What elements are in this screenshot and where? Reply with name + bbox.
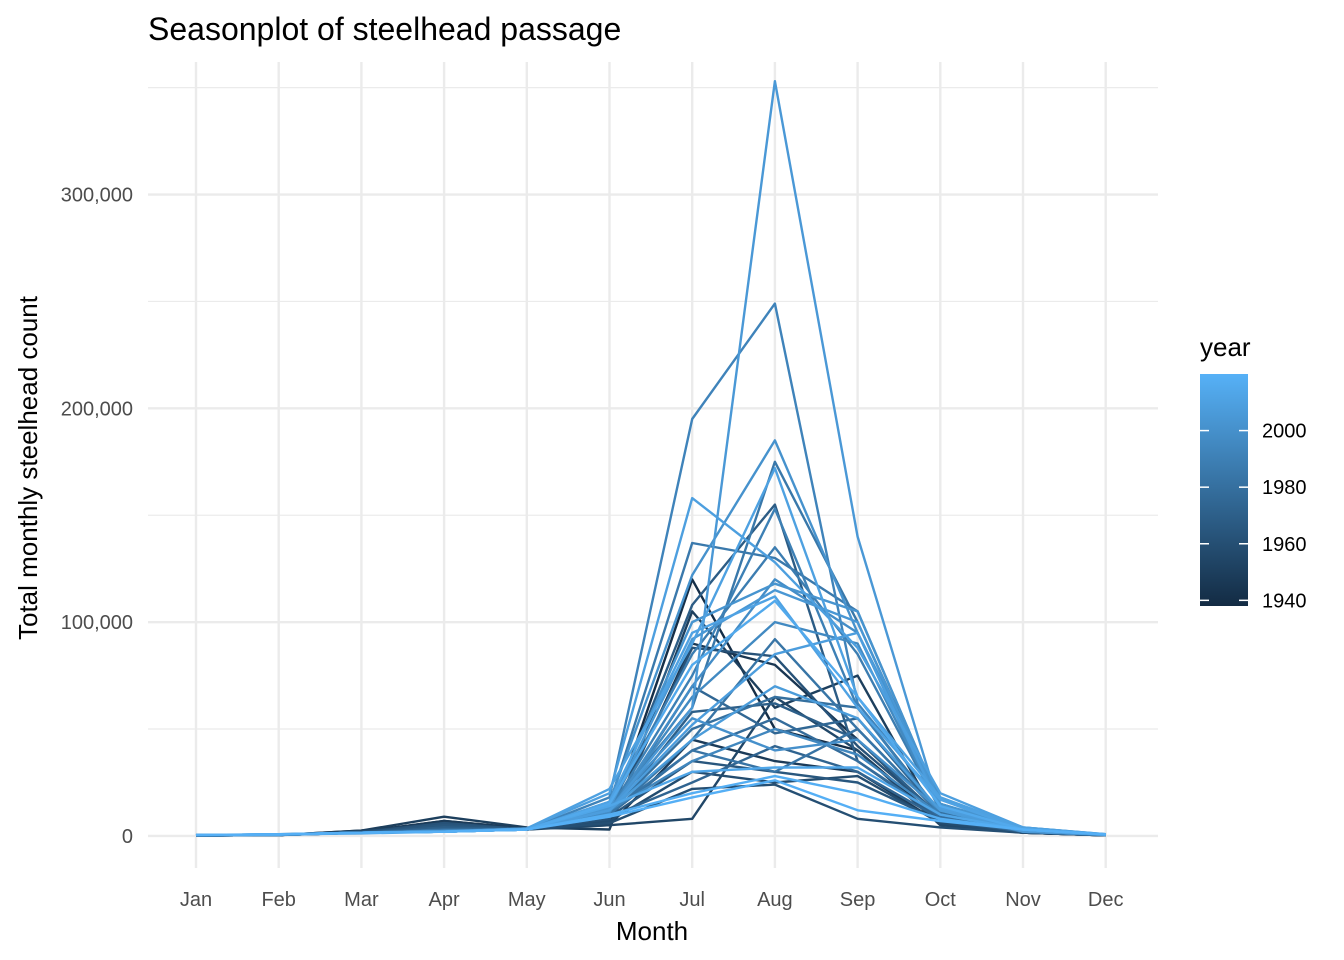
y-tick-label: 100,000	[61, 612, 133, 634]
x-tick-label: Dec	[1088, 889, 1124, 911]
x-tick-label: Oct	[925, 889, 957, 911]
x-axis-ticks: Jan Feb Mar Apr May Jun Jul Aug Sep Oct Nov Dec	[180, 889, 1124, 911]
y-tick-label: 0	[122, 826, 133, 848]
x-tick-label: Apr	[429, 889, 460, 911]
legend-colorbar	[1200, 374, 1248, 606]
legend-tick-label: 1980	[1262, 477, 1307, 499]
x-tick-label: Aug	[757, 889, 793, 911]
x-tick-label: Feb	[261, 889, 295, 911]
series-line-2019	[195, 779, 1106, 837]
year-legend: year 1940 1960 1980 2000	[1200, 332, 1307, 612]
x-tick-label: Jun	[593, 889, 625, 911]
series-lines	[195, 79, 1106, 837]
chart-title: Seasonplot of steelhead passage	[148, 11, 621, 47]
x-tick-label: May	[508, 889, 546, 911]
plot-grid	[148, 62, 1158, 868]
legend-tick-label: 1960	[1262, 534, 1307, 556]
x-tick-label: Jan	[180, 889, 212, 911]
legend-title: year	[1200, 332, 1251, 362]
y-axis-ticks: 0 100,000 200,000 300,000	[61, 185, 133, 848]
y-tick-label: 300,000	[61, 185, 133, 207]
y-axis-title: Total monthly steelhead count	[13, 295, 43, 640]
y-tick-label: 200,000	[61, 398, 133, 420]
x-tick-label: Sep	[840, 889, 876, 911]
x-tick-label: Nov	[1005, 889, 1041, 911]
legend-tick-label: 2000	[1262, 421, 1307, 443]
legend-ticks: 1940 1960 1980 2000	[1200, 421, 1307, 612]
x-axis-title: Month	[616, 916, 688, 946]
legend-tick-label: 1940	[1262, 590, 1307, 612]
x-tick-label: Jul	[679, 889, 705, 911]
x-tick-label: Mar	[344, 889, 379, 911]
